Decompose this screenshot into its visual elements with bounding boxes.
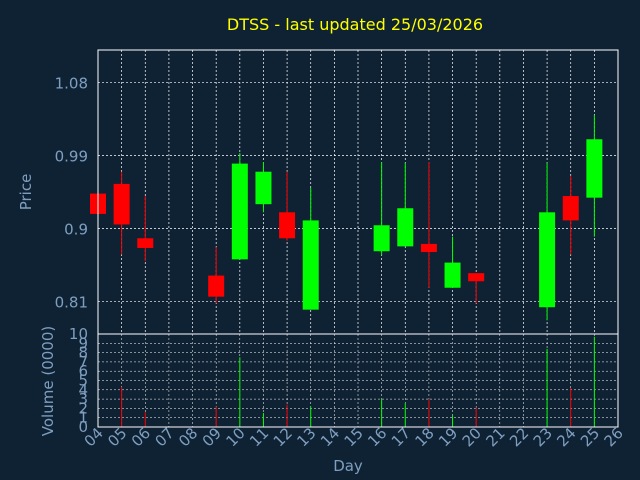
volume-y-tick-label: 7 <box>78 353 88 371</box>
candle-25 <box>586 114 603 237</box>
price-y-axis: 0.81 0.9 0.99 1.08 <box>55 74 88 311</box>
candle-11 <box>255 161 272 213</box>
candle-body <box>562 196 579 221</box>
price-y-tick-label: 1.08 <box>55 74 88 92</box>
candle-body <box>420 243 437 253</box>
volume-y-tick-label: 1 <box>78 409 88 427</box>
candle-19 <box>444 236 461 288</box>
candle-18 <box>420 161 437 288</box>
price-y-tick-label: 0.99 <box>55 147 88 165</box>
candle-20 <box>468 273 485 304</box>
candle-24 <box>562 175 579 255</box>
volume-y-tick-label: 0 <box>78 418 88 436</box>
volume-axis-label: Volume (0000) <box>39 326 57 436</box>
candle-body <box>279 212 296 239</box>
candle-body <box>302 220 319 310</box>
candle-body <box>255 171 272 205</box>
candle-05 <box>113 171 130 255</box>
candle-23 <box>539 162 556 321</box>
volume-y-tick-label: 2 <box>78 399 88 417</box>
candle-10 <box>231 153 248 260</box>
candle-body <box>468 273 485 282</box>
candle-body <box>137 238 154 248</box>
candle-body <box>208 275 225 297</box>
price-y-tick-label: 0.81 <box>55 294 88 312</box>
chart-title: DTSS - last updated 25/03/2026 <box>227 15 483 34</box>
x-axis: 0405060708091011121314151617181920212223… <box>81 424 627 450</box>
volume-y-tick-label: 3 <box>78 390 88 408</box>
price-y-tick-label: 0.9 <box>64 221 88 239</box>
candle-body <box>113 183 130 225</box>
candlestick-series <box>90 114 603 321</box>
candle-body <box>397 208 414 247</box>
volume-y-tick-label: 10 <box>69 325 88 343</box>
volume-bar-series <box>121 336 595 427</box>
volume-panel-frame <box>97 333 619 428</box>
candle-body <box>539 212 556 308</box>
candle-06 <box>137 196 154 261</box>
candle-16 <box>373 161 390 256</box>
candle-17 <box>397 162 414 247</box>
candle-13 <box>302 187 319 310</box>
volume-y-tick-label: 4 <box>78 381 88 399</box>
candle-body <box>444 262 461 288</box>
candle-body <box>373 225 390 252</box>
candle-09 <box>208 247 225 304</box>
candle-body <box>586 139 603 198</box>
price-axis-label: Price <box>17 174 35 211</box>
candle-12 <box>279 171 296 241</box>
volume-y-tick-label: 6 <box>78 362 88 380</box>
volume-y-tick-label: 5 <box>78 372 88 390</box>
x-axis-label: Day <box>333 457 363 475</box>
candle-body <box>231 163 248 260</box>
volume-y-tick-label: 8 <box>78 344 88 362</box>
volume-y-tick-label: 9 <box>78 334 88 352</box>
